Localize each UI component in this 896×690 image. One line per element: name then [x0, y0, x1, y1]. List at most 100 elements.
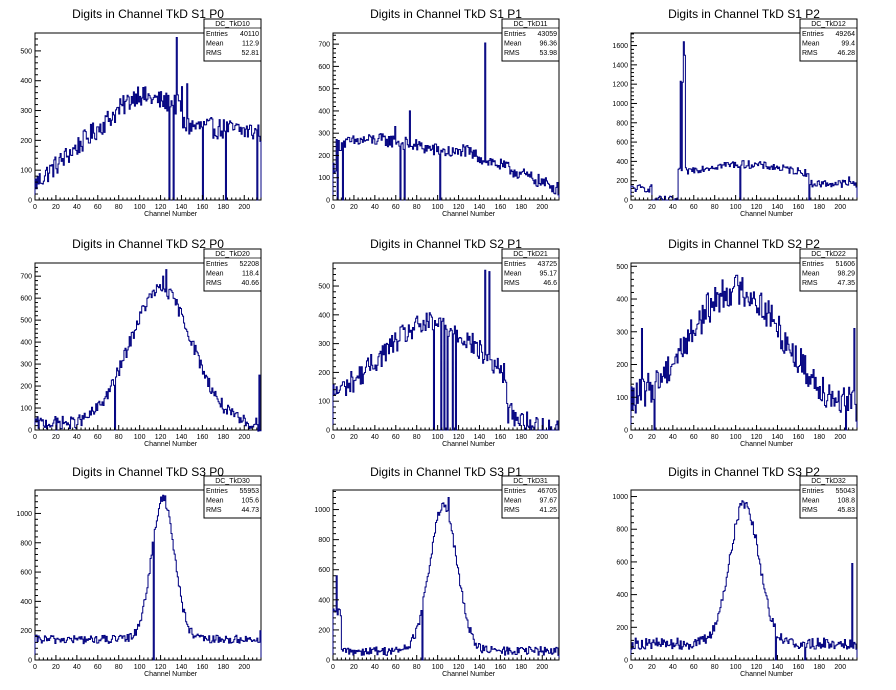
stats-rms-label: RMS	[206, 507, 222, 514]
x-tick-label: 180	[515, 204, 527, 211]
histogram-panel-s1p1: Digits in Channel TkD S1 P1 0 20 40 60 80 100 1…	[318, 7, 560, 218]
x-tick-label: 80	[115, 664, 123, 671]
stats-mean-label: Mean	[802, 271, 820, 278]
x-axis-label: Channel Number	[740, 211, 794, 218]
chart-title: Digits in Channel TkD S1 P0	[72, 7, 224, 21]
x-tick-label: 80	[711, 434, 719, 441]
histogram-panel-s2p0: Digits in Channel TkD S2 P0 0 20 40 60 80 100 1…	[20, 237, 262, 448]
x-tick-label: 40	[73, 204, 81, 211]
y-tick-label: 0	[624, 428, 628, 435]
x-tick-label: 40	[371, 204, 379, 211]
chart-title: Digits in Channel TkD S1 P2	[668, 7, 820, 21]
x-tick-label: 100	[730, 204, 742, 211]
x-tick-label: 0	[33, 204, 37, 211]
y-tick-label: 200	[616, 362, 628, 369]
x-tick-label: 40	[73, 434, 81, 441]
x-tick-label: 60	[690, 434, 698, 441]
stats-mean-value: 97.67	[539, 498, 557, 505]
y-tick-label: 800	[20, 540, 32, 547]
stats-entries-label: Entries	[206, 488, 228, 495]
stats-rms-value: 47.35	[837, 280, 855, 287]
x-tick-label: 80	[711, 664, 719, 671]
x-tick-label: 120	[453, 664, 465, 671]
x-tick-label: 100	[432, 434, 444, 441]
y-tick-label: 700	[20, 274, 32, 281]
stats-mean-value: 95.17	[539, 271, 557, 278]
histogram-panel-s1p0: Digits in Channel TkD S1 P0 0 20 40 60 80 100 1…	[20, 7, 262, 218]
x-tick-label: 160	[197, 434, 209, 441]
x-tick-label: 200	[238, 664, 250, 671]
x-tick-label: 60	[690, 664, 698, 671]
stats-entries-label: Entries	[504, 488, 526, 495]
y-tick-label: 1000	[612, 494, 628, 501]
stats-box: DC_TkD20 Entries 52208 Mean 118.4 RMS 40.66	[203, 248, 262, 292]
stats-entries-label: Entries	[504, 261, 526, 268]
y-tick-label: 600	[616, 140, 628, 147]
stats-name: DC_TkD32	[811, 478, 846, 485]
stats-name: DC_TkD21	[513, 251, 548, 258]
x-axis-label: Channel Number	[442, 671, 496, 678]
x-tick-label: 200	[834, 664, 846, 671]
histogram-panel-s3p1: Digits in Channel TkD S3 P1 0 20 40 60 80 100 1…	[314, 465, 560, 678]
y-tick-label: 400	[20, 340, 32, 347]
stats-mean-label: Mean	[206, 498, 224, 505]
stats-mean-label: Mean	[802, 498, 820, 505]
y-tick-label: 200	[318, 370, 330, 377]
x-tick-label: 140	[474, 664, 486, 671]
stats-box: DC_TkD22 Entries 51606 Mean 98.29 RMS 47.35	[799, 248, 858, 292]
stats-entries-value: 52208	[240, 261, 260, 268]
y-tick-label: 800	[318, 537, 330, 544]
x-tick-label: 80	[413, 204, 421, 211]
histogram-panel-s3p0: Digits in Channel TkD S3 P0 0 20 40 60 80 100 1…	[16, 465, 262, 678]
x-tick-label: 0	[331, 664, 335, 671]
stats-mean-value: 96.36	[539, 41, 557, 48]
stats-name: DC_TkD30	[215, 478, 250, 485]
y-tick-label: 300	[318, 341, 330, 348]
y-tick-label: 1000	[612, 101, 628, 108]
y-tick-label: 100	[20, 168, 32, 175]
x-tick-label: 60	[392, 434, 400, 441]
x-tick-label: 80	[711, 204, 719, 211]
stats-rms-label: RMS	[206, 50, 222, 57]
y-tick-label: 400	[20, 78, 32, 85]
x-tick-label: 0	[33, 664, 37, 671]
stats-box: DC_TkD21 Entries 43725 Mean 95.17 RMS 46.6	[501, 248, 560, 292]
stats-entries-label: Entries	[802, 31, 824, 38]
stats-box-frame	[501, 18, 560, 62]
y-tick-label: 0	[28, 198, 32, 205]
x-tick-label: 100	[134, 204, 146, 211]
histogram-series	[34, 36, 262, 201]
y-tick-label: 400	[318, 312, 330, 319]
x-tick-label: 140	[772, 204, 784, 211]
stats-rms-label: RMS	[504, 280, 520, 287]
x-tick-label: 200	[238, 204, 250, 211]
stats-entries-value: 49264	[836, 31, 856, 38]
x-tick-label: 200	[834, 434, 846, 441]
x-tick-label: 120	[751, 664, 763, 671]
y-tick-label: 700	[318, 42, 330, 49]
x-tick-label: 180	[515, 664, 527, 671]
stats-entries-value: 55953	[240, 488, 260, 495]
x-tick-label: 40	[73, 664, 81, 671]
x-tick-label: 180	[217, 664, 229, 671]
y-tick-label: 0	[624, 198, 628, 205]
stats-mean-value: 98.29	[837, 271, 855, 278]
x-tick-label: 20	[648, 664, 656, 671]
y-tick-label: 300	[20, 362, 32, 369]
y-tick-label: 0	[28, 658, 32, 665]
y-tick-label: 600	[20, 570, 32, 577]
x-tick-label: 120	[751, 204, 763, 211]
stats-mean-value: 99.4	[841, 41, 855, 48]
x-tick-label: 200	[238, 434, 250, 441]
x-tick-label: 160	[197, 204, 209, 211]
y-tick-label: 400	[318, 597, 330, 604]
y-tick-label: 1200	[612, 82, 628, 89]
x-tick-label: 20	[350, 664, 358, 671]
stats-name: DC_TkD11	[513, 21, 547, 28]
x-tick-label: 80	[413, 434, 421, 441]
stats-entries-value: 46705	[538, 488, 558, 495]
stats-entries-label: Entries	[802, 488, 824, 495]
stats-rms-value: 45.83	[837, 507, 855, 514]
x-tick-label: 140	[176, 434, 188, 441]
x-tick-label: 60	[392, 664, 400, 671]
